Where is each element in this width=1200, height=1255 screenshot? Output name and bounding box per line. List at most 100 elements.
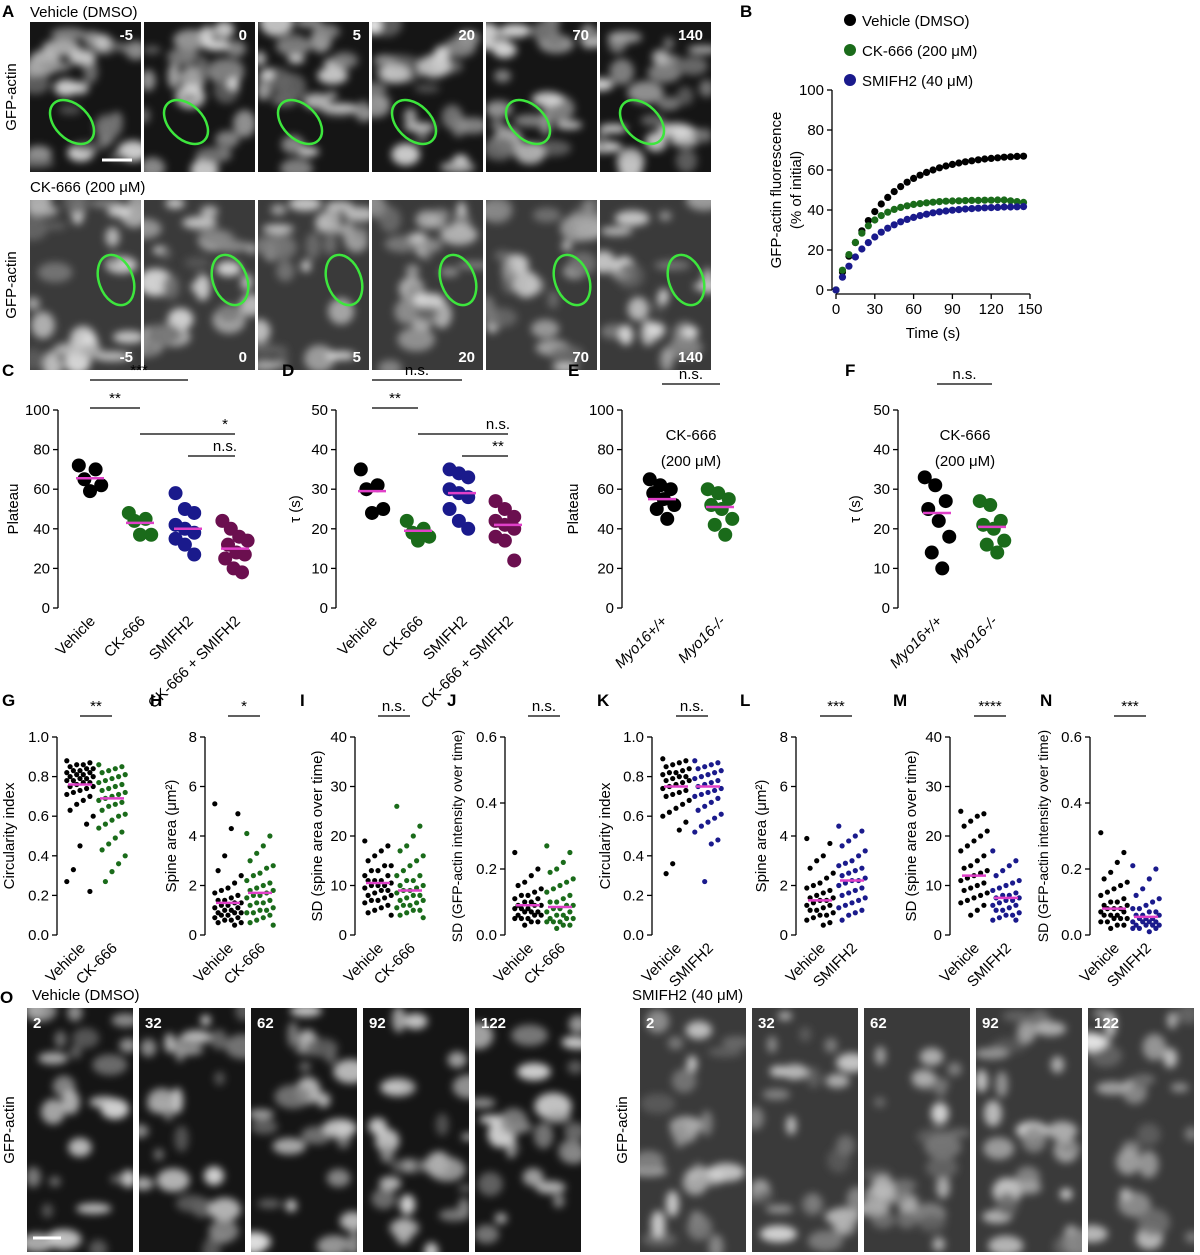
data-point bbox=[972, 494, 987, 509]
y-tick-label: 40 bbox=[330, 729, 347, 746]
blob bbox=[640, 1150, 665, 1172]
blob bbox=[372, 22, 382, 36]
blob bbox=[618, 324, 634, 345]
data-point bbox=[718, 811, 724, 817]
blob bbox=[42, 221, 67, 231]
data-point bbox=[525, 906, 531, 912]
blob bbox=[440, 160, 476, 172]
frame-label: 140 bbox=[678, 349, 703, 366]
data-point bbox=[235, 892, 241, 899]
image-blobs bbox=[640, 1009, 746, 1252]
blob bbox=[288, 200, 322, 212]
data-point bbox=[859, 885, 865, 891]
blob bbox=[678, 56, 709, 76]
blob bbox=[413, 292, 445, 307]
blob bbox=[350, 227, 369, 239]
data-point bbox=[670, 861, 676, 867]
data-point bbox=[235, 565, 249, 580]
data-point bbox=[116, 791, 122, 798]
data-point bbox=[968, 863, 974, 869]
data-point bbox=[981, 811, 987, 817]
data-point bbox=[375, 897, 381, 903]
data-point bbox=[683, 758, 689, 764]
data-point bbox=[807, 865, 813, 871]
data-point bbox=[1130, 906, 1136, 912]
data-point bbox=[99, 787, 105, 794]
y-tick-label: 0 bbox=[339, 927, 347, 944]
data-point bbox=[1143, 902, 1149, 908]
blob bbox=[475, 1097, 496, 1109]
legend-swatch bbox=[844, 14, 856, 26]
data-point bbox=[705, 819, 711, 825]
blob bbox=[759, 1225, 798, 1243]
data-point bbox=[70, 789, 76, 796]
data-point bbox=[820, 890, 826, 896]
data-point bbox=[1000, 153, 1008, 161]
data-point bbox=[704, 498, 719, 513]
blob bbox=[27, 1233, 55, 1252]
roi bbox=[618, 98, 666, 146]
blob bbox=[208, 57, 244, 78]
data-point bbox=[525, 892, 531, 899]
data-point bbox=[715, 795, 721, 801]
blob bbox=[976, 1069, 988, 1093]
blob bbox=[676, 86, 694, 106]
data-point bbox=[225, 885, 231, 891]
data-point bbox=[1140, 886, 1146, 892]
blob bbox=[700, 1110, 713, 1136]
data-point bbox=[877, 228, 885, 236]
data-point bbox=[397, 882, 403, 889]
data-point bbox=[660, 772, 666, 778]
blob bbox=[440, 224, 478, 246]
data-point bbox=[122, 772, 128, 778]
blob bbox=[833, 1206, 852, 1233]
data-point bbox=[67, 764, 73, 770]
blob bbox=[1163, 1048, 1178, 1068]
image-blobs bbox=[486, 200, 597, 370]
data-point bbox=[382, 863, 388, 869]
data-point bbox=[109, 817, 115, 823]
data-point bbox=[407, 902, 413, 908]
data-point bbox=[1101, 876, 1107, 882]
x-tick-label: Myo16+/+ bbox=[887, 613, 946, 672]
y-tick-label: 20 bbox=[33, 560, 50, 577]
data-point bbox=[859, 907, 865, 913]
data-point bbox=[897, 183, 905, 191]
data-point bbox=[807, 907, 813, 913]
micrograph bbox=[372, 22, 483, 172]
blob bbox=[874, 1046, 886, 1066]
data-point bbox=[410, 877, 416, 884]
blob bbox=[1137, 1123, 1161, 1146]
data-point bbox=[958, 848, 964, 854]
blob bbox=[1093, 1008, 1110, 1020]
data-point bbox=[119, 781, 125, 788]
blob bbox=[323, 233, 337, 256]
data-point bbox=[564, 915, 570, 922]
data-point bbox=[804, 835, 810, 842]
data-point bbox=[1098, 919, 1104, 925]
data-point bbox=[680, 768, 686, 774]
data-point bbox=[538, 902, 544, 908]
data-point bbox=[935, 198, 944, 206]
data-point bbox=[862, 895, 868, 901]
y-tick-label: 20 bbox=[807, 242, 824, 259]
data-point bbox=[112, 835, 118, 841]
data-point bbox=[102, 878, 108, 885]
data-point bbox=[824, 875, 830, 881]
roi bbox=[48, 98, 96, 146]
blob bbox=[693, 281, 711, 292]
data-point bbox=[244, 830, 250, 837]
y-tick-label: 20 bbox=[597, 560, 614, 577]
blob bbox=[153, 1148, 164, 1161]
data-point bbox=[981, 853, 987, 859]
data-point bbox=[87, 770, 93, 776]
data-point bbox=[80, 772, 86, 778]
data-point bbox=[814, 907, 820, 913]
data-point bbox=[127, 513, 142, 528]
frame-label: 70 bbox=[572, 27, 589, 44]
data-point bbox=[417, 907, 423, 913]
blob bbox=[89, 200, 125, 209]
y-tick-label: 0.4 bbox=[1061, 795, 1082, 812]
blob bbox=[645, 1009, 670, 1034]
frame-label: 20 bbox=[458, 349, 475, 366]
